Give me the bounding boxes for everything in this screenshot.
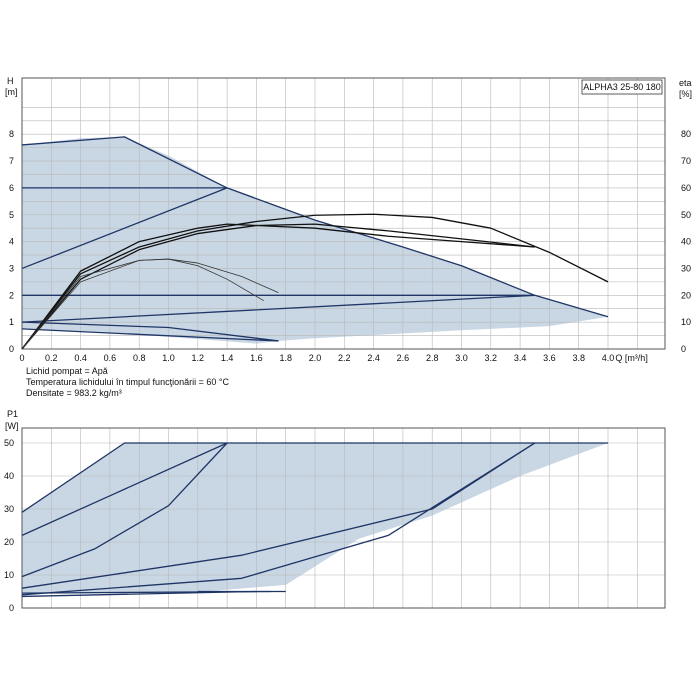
y-left-tick-label: 5 — [9, 210, 14, 220]
y-right-tick-label: 10 — [681, 317, 691, 327]
efficiency-curve-8 — [21, 223, 535, 350]
x-tick-label: 3.0 — [455, 353, 468, 363]
x-tick-label: 2.4 — [367, 353, 380, 363]
power-curve-2 — [21, 442, 228, 578]
x-tick-label: 2.0 — [309, 353, 322, 363]
x-tick-label: 3.8 — [572, 353, 585, 363]
top-plot-frame — [21, 77, 666, 350]
x-tick-label: 1.0 — [162, 353, 175, 363]
y-left-tick-label: 6 — [9, 183, 14, 193]
power-curve-1 — [21, 442, 228, 536]
y-right-tick-label: 20 — [681, 290, 691, 300]
y-left-tick-label: 0 — [9, 344, 14, 354]
x-tick-label: 0 — [19, 353, 24, 363]
y-left-tick-label: 2 — [9, 290, 14, 300]
head-curve-5 — [21, 328, 279, 342]
note-line: Lichid pompat = Apă — [26, 366, 108, 376]
y-left-tick-label: 1 — [9, 317, 14, 327]
x-tick-label: 2.2 — [338, 353, 351, 363]
x-tick-label: 3.6 — [543, 353, 556, 363]
y-right-tick-label: 0 — [681, 344, 686, 354]
head-curve-2 — [21, 187, 228, 270]
x-tick-label: 0.4 — [74, 353, 87, 363]
power-y-axis-unit: [W] — [5, 421, 19, 431]
head-curve-4 — [21, 294, 535, 323]
x-tick-label: 3.2 — [485, 353, 498, 363]
x-tick-label: 4.0 — [602, 353, 615, 363]
efficiency-curve-9 — [21, 223, 535, 350]
y-left-tick-label: 3 — [9, 263, 14, 273]
efficiency-curve-7 — [21, 213, 609, 350]
x-tick-label: 1.6 — [250, 353, 263, 363]
power-y-tick-label: 50 — [4, 438, 14, 448]
x-tick-label: 0.6 — [104, 353, 117, 363]
y-left-axis-label: H — [7, 76, 14, 86]
head-curve-6 — [21, 321, 279, 342]
x-tick-label: 2.8 — [426, 353, 439, 363]
x-tick-label: 3.4 — [514, 353, 527, 363]
note-line: Temperatura lichidului în timpul funcţio… — [26, 377, 229, 387]
y-right-tick-label: 70 — [681, 156, 691, 166]
y-right-tick-label: 80 — [681, 129, 691, 139]
y-right-axis-unit: [%] — [679, 89, 692, 99]
x-tick-label: 1.4 — [221, 353, 234, 363]
y-right-axis-label: eta — [679, 78, 692, 88]
y-left-tick-label: 7 — [9, 156, 14, 166]
power-y-tick-label: 30 — [4, 504, 14, 514]
y-right-tick-label: 60 — [681, 183, 691, 193]
power-y-tick-label: 0 — [9, 603, 14, 613]
y-right-tick-label: 40 — [681, 237, 691, 247]
x-tick-label: 1.2 — [192, 353, 205, 363]
bottom-plot-frame — [21, 427, 666, 609]
x-tick-label: 0.8 — [133, 353, 146, 363]
x-axis-label: Q [m³/h] — [615, 353, 648, 363]
power-y-tick-label: 20 — [4, 537, 14, 547]
power-curve-4 — [21, 442, 536, 596]
y-right-tick-label: 30 — [681, 263, 691, 273]
y-left-tick-label: 4 — [9, 237, 14, 247]
y-left-axis-unit: [m] — [5, 87, 18, 97]
power-y-axis-label: P1 — [7, 409, 18, 419]
y-left-tick-label: 8 — [9, 129, 14, 139]
x-tick-label: 2.6 — [397, 353, 410, 363]
x-tick-label: 0.2 — [45, 353, 58, 363]
power-y-tick-label: 10 — [4, 570, 14, 580]
power-curve-0 — [21, 442, 608, 513]
note-line: Densitate = 983.2 kg/m³ — [26, 388, 122, 398]
efficiency-curve-11 — [21, 258, 279, 350]
chart-title: ALPHA3 25-80 180 — [583, 82, 661, 92]
x-tick-label: 1.8 — [279, 353, 292, 363]
title-box — [581, 79, 663, 95]
power-y-tick-label: 40 — [4, 471, 14, 481]
y-right-tick-label: 50 — [681, 210, 691, 220]
